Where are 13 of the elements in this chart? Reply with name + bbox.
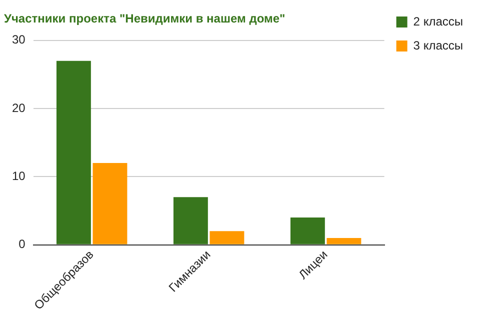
bar xyxy=(210,231,244,244)
y-tick-label: 0 xyxy=(18,237,26,252)
bar xyxy=(92,163,128,244)
bar xyxy=(326,238,362,244)
bar xyxy=(173,197,208,244)
y-tick-label: 30 xyxy=(12,32,26,47)
legend-label: 3 классы xyxy=(413,38,464,52)
y-tick-label: 10 xyxy=(12,168,26,183)
y-tick-label: 20 xyxy=(12,100,26,115)
chart-title: Участники проекта "Невидимки в нашем доме" xyxy=(4,12,286,26)
bar xyxy=(290,218,325,244)
bar xyxy=(56,60,91,244)
legend-label: 2 классы xyxy=(413,14,464,28)
